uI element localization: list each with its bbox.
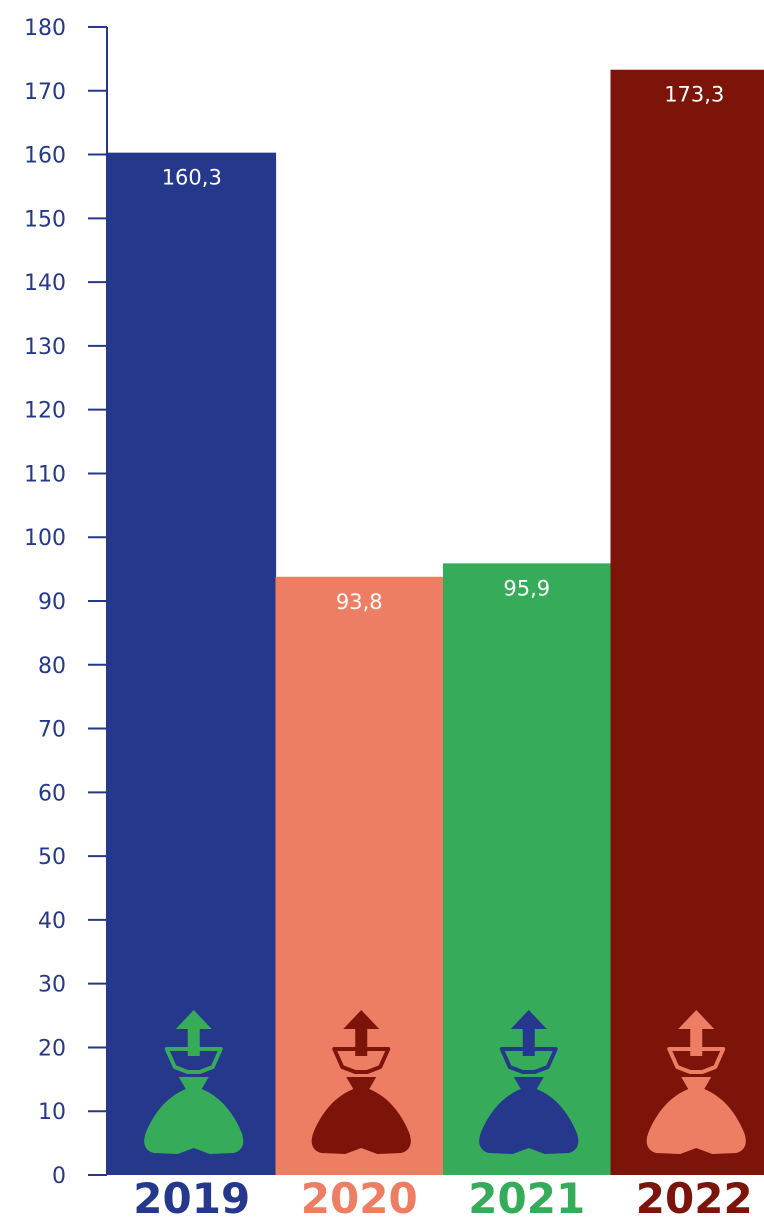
y-tick-label: 50 [38, 845, 66, 870]
y-tick-label: 90 [38, 590, 66, 615]
value-labels: 160,3 93,8 95,9 173,3 [162, 83, 725, 614]
y-tick-label: 130 [24, 335, 66, 360]
y-tick-label: 180 [24, 16, 66, 41]
y-tick-label: 10 [38, 1100, 66, 1125]
money-bag-up-arrow-icon [646, 1010, 746, 1154]
y-tick-label: 100 [24, 526, 66, 551]
y-tick-label: 40 [38, 909, 66, 934]
y-tick-label: 170 [24, 80, 66, 105]
bar-2020 [275, 576, 444, 1175]
y-tick-label: 150 [24, 207, 66, 232]
y-tick-label: 110 [24, 462, 66, 487]
y-tick-label: 140 [24, 271, 66, 296]
bar-2022 [610, 69, 764, 1176]
money-bag-up-arrow-icon [479, 1010, 579, 1154]
y-axis: 0 10 20 30 40 50 60 70 80 90 100 110 120 130 140 150 160… [24, 16, 108, 1189]
money-bag-up-arrow-icon [311, 1010, 411, 1154]
y-tick-label: 0 [52, 1164, 66, 1189]
bars [108, 69, 764, 1176]
y-tick-label: 80 [38, 654, 66, 679]
value-label: 93,8 [336, 590, 383, 614]
y-tick-label: 70 [38, 718, 66, 743]
category-label: 2020 [301, 1174, 418, 1223]
money-bag-up-arrow-icon [144, 1010, 244, 1154]
y-tick-label: 60 [38, 781, 66, 806]
category-label: 2021 [468, 1174, 585, 1223]
icons [144, 1010, 746, 1154]
value-label: 160,3 [162, 166, 222, 190]
bar-2019 [108, 152, 277, 1176]
value-label: 173,3 [664, 83, 724, 107]
category-label: 2019 [133, 1174, 250, 1223]
y-tick-label: 120 [24, 399, 66, 424]
y-tick-label: 30 [38, 973, 66, 998]
y-tick-label: 160 [24, 144, 66, 169]
category-labels: 2019 2020 2021 2022 [133, 1174, 752, 1223]
y-tick-label: 20 [38, 1036, 66, 1061]
value-label: 95,9 [503, 576, 550, 600]
category-label: 2022 [636, 1174, 753, 1223]
